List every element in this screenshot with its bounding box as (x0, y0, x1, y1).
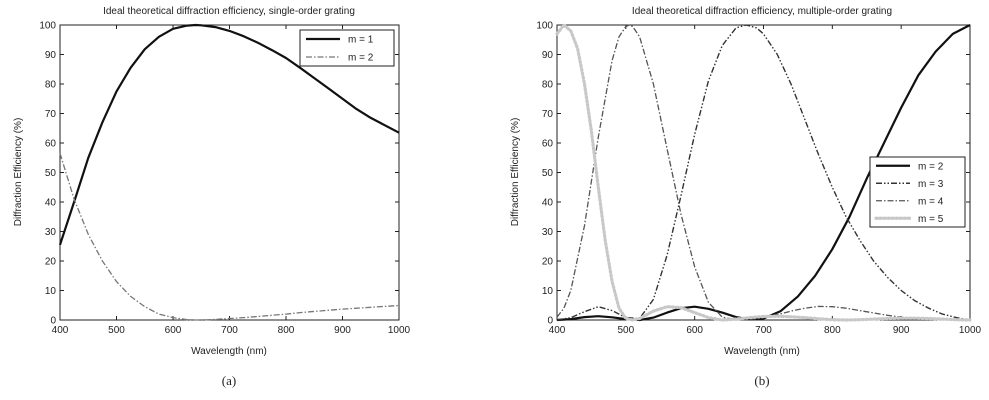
chart-panel-a: Ideal theoretical diffraction efficiency… (13, 6, 411, 388)
legend-label: m = 4 (918, 196, 944, 207)
y-tick-label: 70 (45, 109, 57, 120)
x-axis: 400 500 600 700 800 900 1000 (52, 25, 411, 336)
y-tick-label: 60 (45, 139, 57, 150)
x-tick-label: 600 (165, 325, 182, 336)
y-tick-label: 30 (542, 227, 554, 238)
legend-box (869, 156, 966, 228)
x-axis-label: Wavelength (nm) (191, 346, 267, 357)
y-tick-label: 90 (45, 50, 57, 61)
x-tick-label: 1000 (959, 325, 982, 336)
plot-area (59, 24, 400, 321)
y-tick-label: 60 (542, 139, 554, 150)
y-tick-label: 30 (45, 227, 57, 238)
y-tick-label: 100 (39, 21, 56, 32)
legend-label: m = 2 (918, 161, 944, 172)
y-axis: 0 10 20 30 40 50 60 70 80 90 100 (39, 21, 399, 327)
y-tick-label: 10 (542, 286, 554, 297)
y-tick-label: 20 (542, 257, 554, 268)
chart-panel-b: Ideal theoretical diffraction efficiency… (510, 6, 982, 388)
figure-caption: (a) (222, 373, 236, 388)
x-tick-label: 800 (278, 325, 295, 336)
x-tick-label: 900 (893, 325, 910, 336)
x-tick-label: 600 (686, 325, 703, 336)
legend-label: m = 2 (348, 53, 374, 64)
chart-title: Ideal theoretical diffraction efficiency… (632, 6, 892, 17)
y-tick-label: 40 (45, 198, 57, 209)
x-tick-label: 700 (755, 325, 772, 336)
x-tick-label: 1000 (388, 325, 411, 336)
x-tick-label: 700 (221, 325, 238, 336)
x-tick-label: 900 (334, 325, 351, 336)
x-tick-label: 500 (108, 325, 125, 336)
legend: m = 1 m = 2 (299, 29, 395, 67)
x-axis-label: Wavelength (nm) (724, 346, 800, 357)
series-line-m-1 (58, 23, 400, 246)
y-tick-label: 50 (45, 168, 57, 179)
chart-title: Ideal theoretical diffraction efficiency… (103, 6, 355, 17)
y-axis-label: Diffraction Efficiency (%) (510, 118, 521, 227)
x-tick-label: 400 (549, 325, 566, 336)
y-tick-label: 70 (542, 109, 554, 120)
legend: m = 2 m = 3 m = 4 m = 5 (869, 156, 966, 228)
legend-label: m = 5 (918, 214, 944, 225)
y-tick-label: 10 (45, 286, 57, 297)
y-tick-label: 80 (542, 80, 554, 91)
series-line-m-5 (555, 23, 972, 322)
series-layer (555, 23, 972, 322)
y-tick-label: 100 (536, 21, 553, 32)
y-axis-label: Diffraction Efficiency (%) (13, 118, 24, 227)
series-line-m-2 (59, 153, 400, 321)
figure-caption: (b) (754, 373, 769, 388)
legend-label: m = 1 (348, 35, 374, 46)
y-tick-label: 0 (50, 316, 56, 327)
series-layer (58, 23, 400, 321)
y-tick-label: 40 (542, 198, 554, 209)
y-tick-label: 80 (45, 80, 57, 91)
y-tick-label: 90 (542, 50, 554, 61)
y-axis: 0 10 20 30 40 50 60 70 80 90 100 (536, 21, 970, 327)
y-tick-label: 0 (547, 316, 553, 327)
x-tick-label: 400 (52, 325, 69, 336)
x-tick-label: 800 (824, 325, 841, 336)
y-tick-label: 50 (542, 168, 554, 179)
y-tick-label: 20 (45, 257, 57, 268)
legend-label: m = 3 (918, 179, 944, 190)
legend-box (299, 29, 395, 67)
x-tick-label: 500 (617, 325, 634, 336)
